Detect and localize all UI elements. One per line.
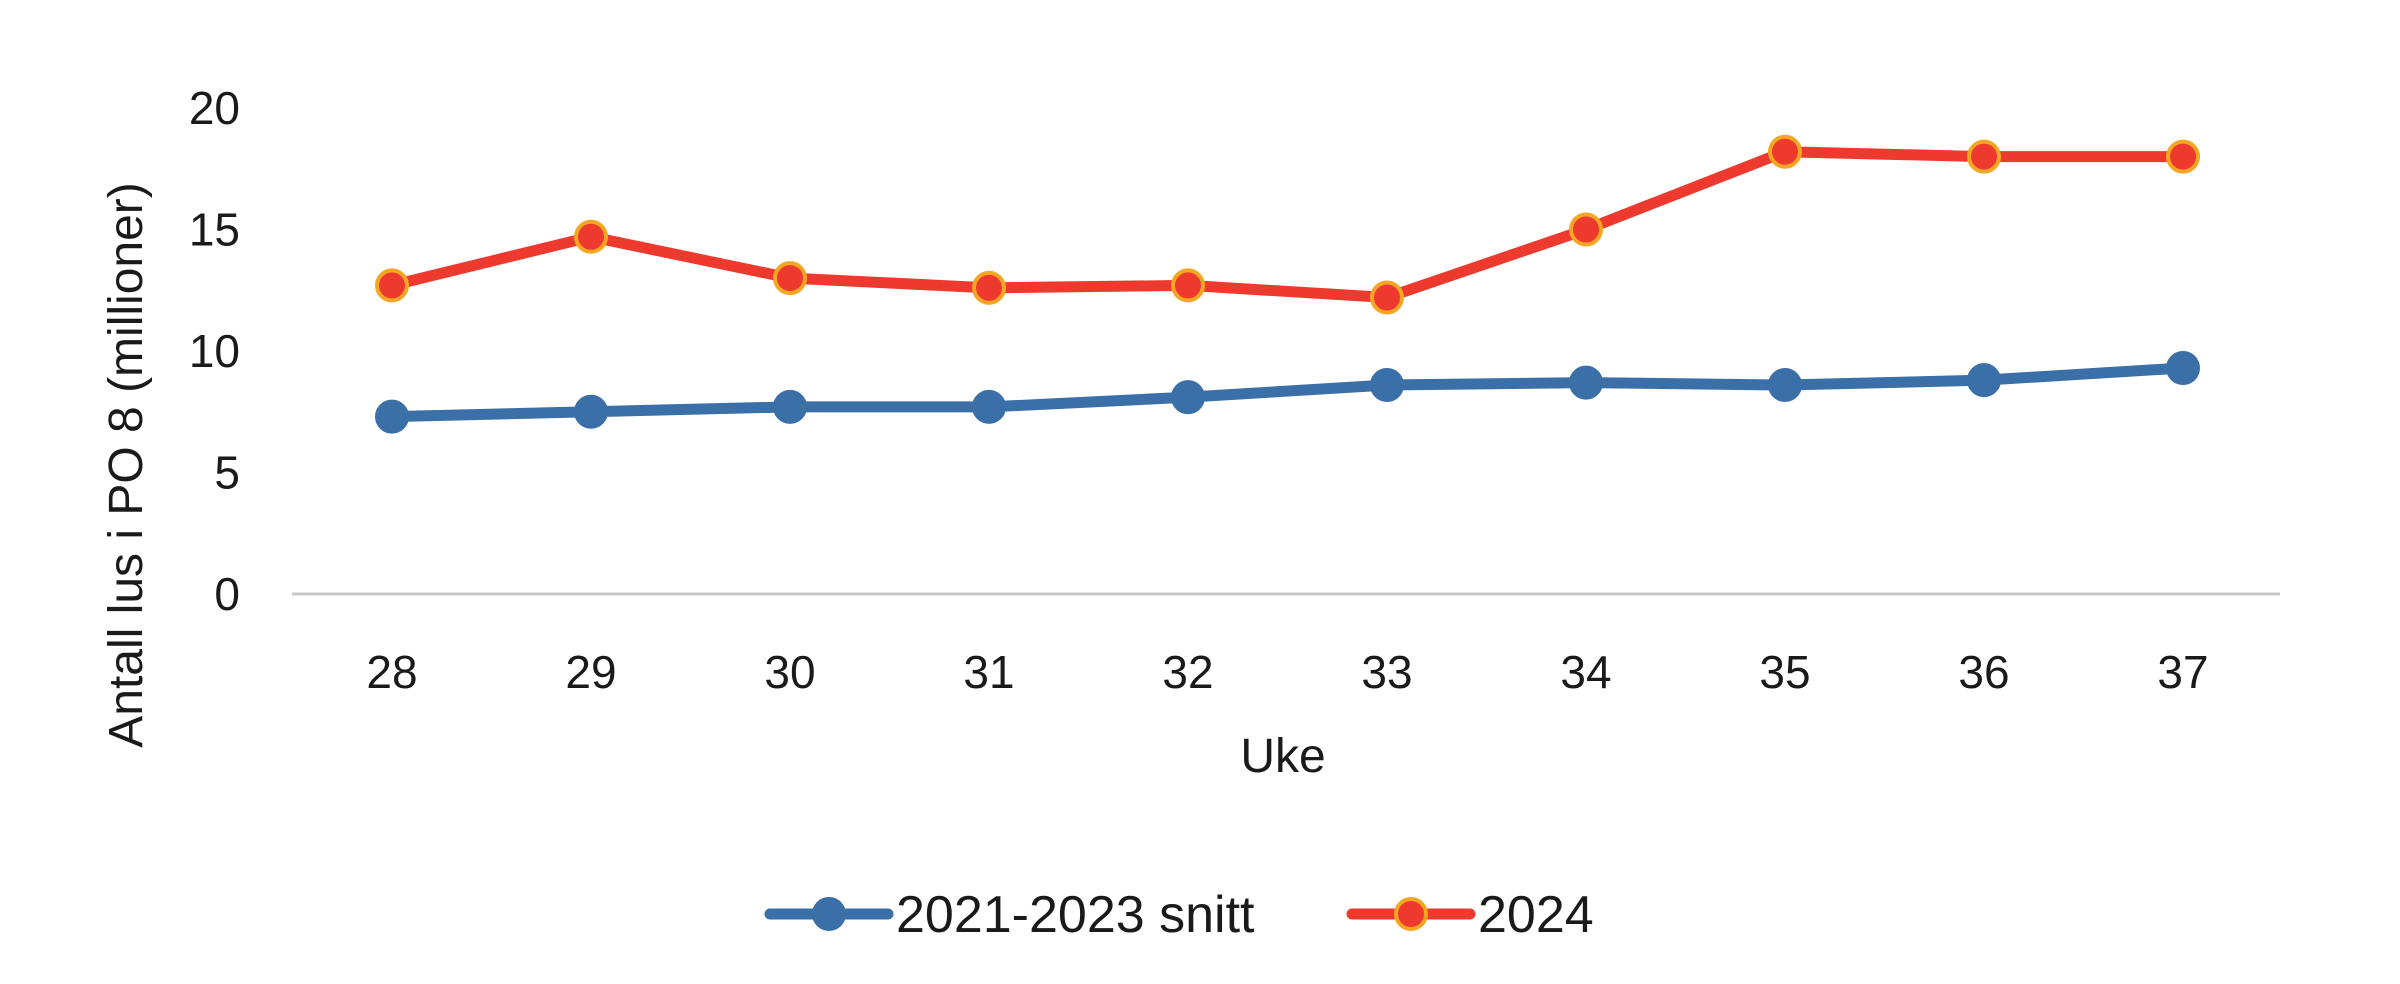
data-point (1569, 365, 1603, 400)
legend-swatch-marker (812, 897, 846, 931)
data-point (574, 394, 608, 429)
data-point (1768, 134, 1802, 169)
data-point (2166, 351, 2200, 386)
data-point (972, 389, 1006, 424)
y-tick-label: 10 (189, 325, 240, 377)
x-tick-label: 35 (1759, 646, 1810, 698)
data-point (1768, 368, 1802, 403)
series-1 (375, 134, 2200, 315)
data-point (375, 399, 409, 434)
data-point (1967, 363, 2001, 398)
x-tick-label: 29 (565, 646, 616, 698)
data-point (1370, 368, 1404, 403)
x-tick-label: 32 (1162, 646, 1213, 698)
data-point (1569, 212, 1603, 247)
series-0 (375, 351, 2200, 434)
data-point (1171, 268, 1205, 303)
data-point (574, 219, 608, 254)
y-axis-title: Antall lus i PO 8 (millioner) (100, 182, 153, 748)
x-tick-label: 36 (1958, 646, 2009, 698)
legend: 2021-2023 snitt 2024 (764, 886, 1594, 944)
data-point (773, 389, 807, 424)
series-line (386, 362, 2189, 423)
x-tick-label: 28 (366, 646, 417, 698)
y-tick-label: 15 (189, 204, 240, 256)
x-tick-label: 33 (1361, 646, 1412, 698)
data-point (2166, 139, 2200, 174)
y-tick-label: 20 (189, 82, 240, 134)
data-point (1370, 280, 1404, 315)
axis-layer: 0 5 10 15 20 28 29 30 31 32 33 34 35 36 37 (189, 82, 2280, 698)
legend-label: 2024 (1478, 886, 1594, 944)
legend-item: 2024 (1346, 886, 1594, 944)
x-tick-label: 37 (2157, 646, 2208, 698)
data-point (1171, 380, 1205, 415)
data-point (773, 261, 807, 296)
data-point (972, 270, 1006, 305)
y-tick-label: 0 (214, 568, 240, 620)
data-point (375, 268, 409, 303)
legend-item: 2021-2023 snitt (764, 886, 1255, 944)
x-tick-label: 30 (764, 646, 815, 698)
x-tick-label: 34 (1560, 646, 1611, 698)
series-line (386, 146, 2189, 304)
legend-swatch-marker (1394, 897, 1428, 931)
series-layer (375, 134, 2200, 434)
data-point (1967, 139, 2001, 174)
legend-label: 2021-2023 snitt (896, 886, 1255, 944)
x-tick-label: 31 (963, 646, 1014, 698)
x-axis-title: Uke (1240, 730, 1325, 783)
y-tick-label: 5 (214, 447, 240, 499)
